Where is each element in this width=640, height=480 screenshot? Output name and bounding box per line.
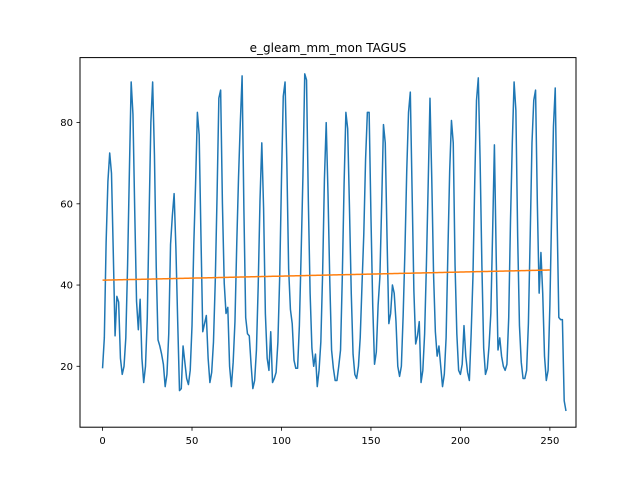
x-tick-label: 250 — [540, 436, 559, 447]
plot-frame — [79, 57, 577, 428]
x-tick-label: 150 — [361, 436, 380, 447]
x-tick-label: 100 — [272, 436, 291, 447]
series-line-1 — [101, 73, 567, 412]
y-tick-label: 20 — [60, 362, 73, 373]
x-axis-ticks: 0 50 100 150 200 250 — [99, 427, 559, 447]
chart-title: e_gleam_mm_mon TAGUS — [250, 41, 407, 55]
y-tick-label: 60 — [60, 199, 73, 210]
x-tick-label: 0 — [99, 436, 105, 447]
series-layer — [101, 73, 567, 412]
y-tick-label: 80 — [60, 118, 73, 129]
x-tick-label: 50 — [186, 436, 199, 447]
x-tick-label: 200 — [451, 436, 470, 447]
y-tick-label: 40 — [60, 281, 73, 292]
series-line-2 — [102, 269, 550, 281]
y-axis-ticks: 20 40 60 80 — [60, 118, 80, 373]
